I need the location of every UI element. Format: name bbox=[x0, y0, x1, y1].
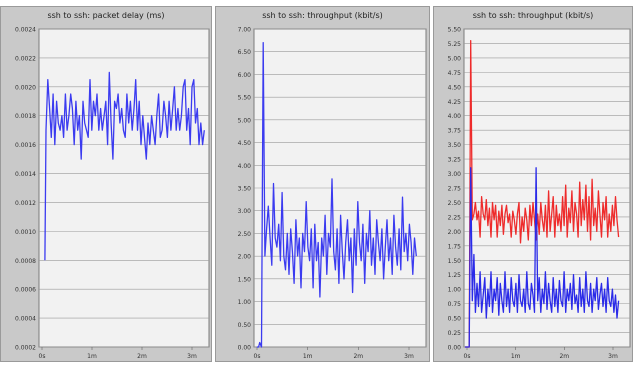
y-tick-label: 2.50 bbox=[238, 231, 252, 238]
y-tick-label: 3.25 bbox=[448, 157, 462, 164]
throughput-chart: 7.00 6.50 6.00 5.50 5.00 4.50 4.00 3.50 3.00 2.50… bbox=[238, 27, 427, 360]
y-tick-label: 3.75 bbox=[448, 128, 462, 135]
y-tick-label: 4.75 bbox=[448, 70, 462, 77]
y-tick-label: 5.50 bbox=[238, 95, 252, 102]
chart-panel-throughput-2: ssh to ssh: throughput (kbit/s) 5.50 5.25… bbox=[433, 6, 633, 362]
y-tick-label: 5.00 bbox=[448, 55, 462, 62]
x-tick-label: 3m bbox=[187, 353, 197, 360]
y-tick-label: 0.75 bbox=[448, 301, 462, 308]
y-tick-label: 6.00 bbox=[238, 72, 252, 79]
x-tick-label: 1m bbox=[511, 353, 521, 360]
y-tick-label: 0.0018 bbox=[15, 113, 36, 120]
y-tick-label: 0.0006 bbox=[15, 287, 36, 294]
y-tick-label: 0.25 bbox=[448, 330, 462, 337]
y-tick-label: 3.50 bbox=[448, 142, 462, 149]
x-tick-label: 2m bbox=[137, 353, 147, 360]
chart-panel-packet-delay: ssh to ssh: packet delay (ms) 0.0024 0.00… bbox=[0, 6, 212, 362]
y-tick-label: 4.50 bbox=[238, 140, 252, 147]
x-tick-label: 3m bbox=[404, 353, 414, 360]
y-tick-label: 1.00 bbox=[238, 299, 252, 306]
series-line-1 bbox=[465, 39, 620, 348]
y-tick-label: 6.50 bbox=[238, 49, 252, 56]
throughput-comparison-chart: 5.50 5.25 5.00 4.75 4.50 4.25 4.00 3.75 3.50 3.25… bbox=[448, 27, 631, 360]
x-tick-label: 1m bbox=[87, 353, 97, 360]
y-tick-label: 1.50 bbox=[448, 258, 462, 265]
series-line-1 bbox=[44, 71, 205, 261]
y-tick-label: 1.00 bbox=[448, 287, 462, 294]
y-tick-label: 7.00 bbox=[238, 27, 252, 34]
x-tick-label: 0s bbox=[254, 353, 261, 360]
x-tick-label: 1m bbox=[303, 353, 313, 360]
chart-title: ssh to ssh: throughput (kbit/s) bbox=[472, 11, 594, 20]
series-line-2 bbox=[465, 167, 620, 348]
y-tick-label: 4.00 bbox=[448, 113, 462, 120]
y-tick-label: 4.25 bbox=[448, 99, 462, 106]
y-tick-label: 0.0008 bbox=[15, 258, 36, 265]
y-tick-label: 2.75 bbox=[448, 186, 462, 193]
y-tick-label: 2.00 bbox=[238, 254, 252, 261]
y-tick-label: 0.0016 bbox=[15, 142, 36, 149]
y-tick-label: 2.25 bbox=[448, 214, 462, 221]
y-tick-label: 0.0004 bbox=[15, 316, 36, 323]
y-tick-label: 3.50 bbox=[238, 186, 252, 193]
y-tick-label: 0.50 bbox=[448, 316, 462, 323]
y-tick-label: 1.75 bbox=[448, 243, 462, 250]
chart-title: ssh to ssh: throughput (kbit/s) bbox=[262, 11, 383, 20]
y-tick-label: 5.50 bbox=[448, 27, 462, 34]
series-line-1 bbox=[256, 41, 417, 348]
y-tick-label: 0.0014 bbox=[15, 171, 36, 178]
chart-panel-throughput-1: ssh to ssh: throughput (kbit/s) 7.00 6.50… bbox=[215, 6, 430, 362]
y-tick-label: 4.50 bbox=[448, 84, 462, 91]
y-tick-label: 4.00 bbox=[238, 163, 252, 170]
y-tick-label: 0.0020 bbox=[15, 84, 36, 91]
y-tick-label: 3.00 bbox=[238, 208, 252, 215]
y-tick-label: 1.25 bbox=[448, 272, 462, 279]
y-tick-label: 5.00 bbox=[238, 117, 252, 124]
packet-delay-chart: 0.0024 0.0022 0.0020 0.0018 0.0016 0.0014 0.00… bbox=[15, 27, 210, 360]
x-tick-label: 0s bbox=[39, 353, 46, 360]
x-tick-label: 2m bbox=[559, 353, 569, 360]
y-tick-label: 1.50 bbox=[238, 276, 252, 283]
chart-title: ssh to ssh: packet delay (ms) bbox=[47, 11, 165, 20]
y-tick-label: 2.00 bbox=[448, 229, 462, 236]
y-tick-label: 0.0024 bbox=[15, 27, 36, 34]
y-tick-label: 0.00 bbox=[238, 345, 252, 352]
x-tick-label: 2m bbox=[353, 353, 363, 360]
y-tick-label: 3.00 bbox=[448, 171, 462, 178]
y-tick-label: 0.0012 bbox=[15, 200, 36, 207]
y-tick-label: 0.0022 bbox=[15, 55, 36, 62]
y-tick-label: 5.25 bbox=[448, 41, 462, 48]
plot-area bbox=[38, 28, 210, 348]
x-tick-label: 3m bbox=[608, 353, 618, 360]
y-tick-label: 0.0002 bbox=[15, 345, 36, 352]
y-tick-label: 0.50 bbox=[238, 322, 252, 329]
y-tick-label: 0.0010 bbox=[15, 229, 36, 236]
y-tick-label: 0.00 bbox=[448, 345, 462, 352]
y-tick-label: 2.50 bbox=[448, 200, 462, 207]
x-tick-label: 0s bbox=[464, 353, 471, 360]
